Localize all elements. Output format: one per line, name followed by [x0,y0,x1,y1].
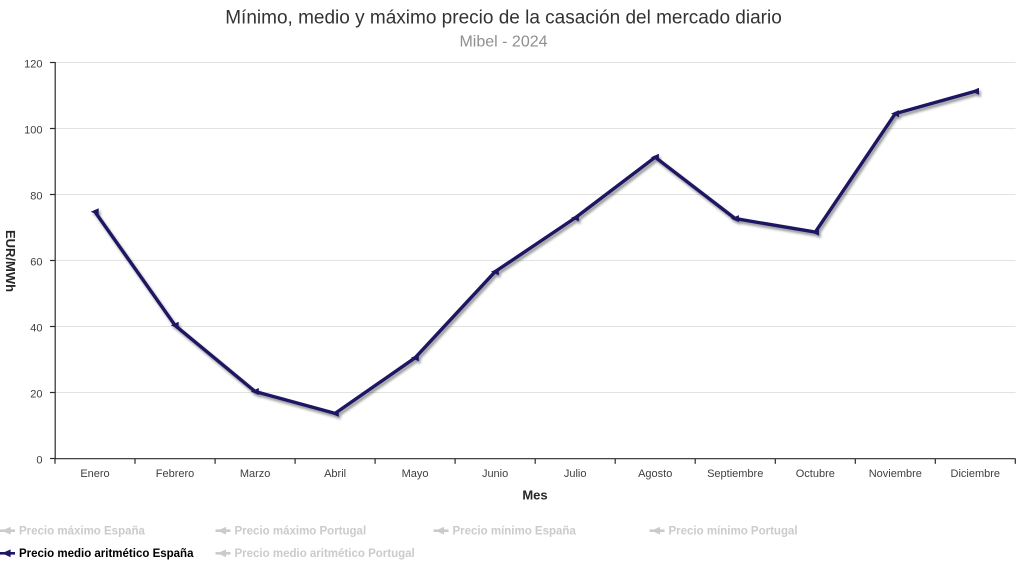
svg-text:120: 120 [24,58,42,70]
svg-text:20: 20 [30,388,42,400]
svg-text:Septiembre: Septiembre [707,468,763,480]
svg-text:Mayo: Mayo [402,468,429,480]
svg-text:Mínimo, medio y máximo precio: Mínimo, medio y máximo precio de la casa… [225,8,782,29]
svg-text:Octubre: Octubre [796,468,835,480]
svg-text:Precio mínimo Portugal: Precio mínimo Portugal [669,526,798,538]
svg-text:Febrero: Febrero [156,468,195,480]
svg-text:Julio: Julio [564,468,587,480]
svg-text:Mibel - 2024: Mibel - 2024 [459,34,547,51]
svg-text:Precio máximo España: Precio máximo España [19,526,146,538]
svg-text:80: 80 [30,190,42,202]
svg-text:Mes: Mes [522,488,547,503]
svg-text:0: 0 [36,454,42,466]
svg-text:EUR/MWh: EUR/MWh [3,230,18,292]
svg-text:Precio máximo Portugal: Precio máximo Portugal [235,526,367,538]
svg-text:Diciembre: Diciembre [951,468,1001,480]
svg-text:Junio: Junio [482,468,508,480]
svg-text:60: 60 [30,256,42,268]
svg-text:Enero: Enero [80,468,109,480]
svg-text:Marzo: Marzo [240,468,271,480]
svg-text:Precio medio aritmético España: Precio medio aritmético España [19,548,194,560]
svg-text:Precio medio aritmético Portug: Precio medio aritmético Portugal [235,548,415,560]
svg-text:Agosto: Agosto [638,468,672,480]
svg-text:40: 40 [30,322,42,334]
svg-text:Precio mínimo España: Precio mínimo España [453,526,577,538]
svg-text:Abril: Abril [324,468,346,480]
svg-text:100: 100 [24,124,42,136]
svg-text:Noviembre: Noviembre [869,468,922,480]
